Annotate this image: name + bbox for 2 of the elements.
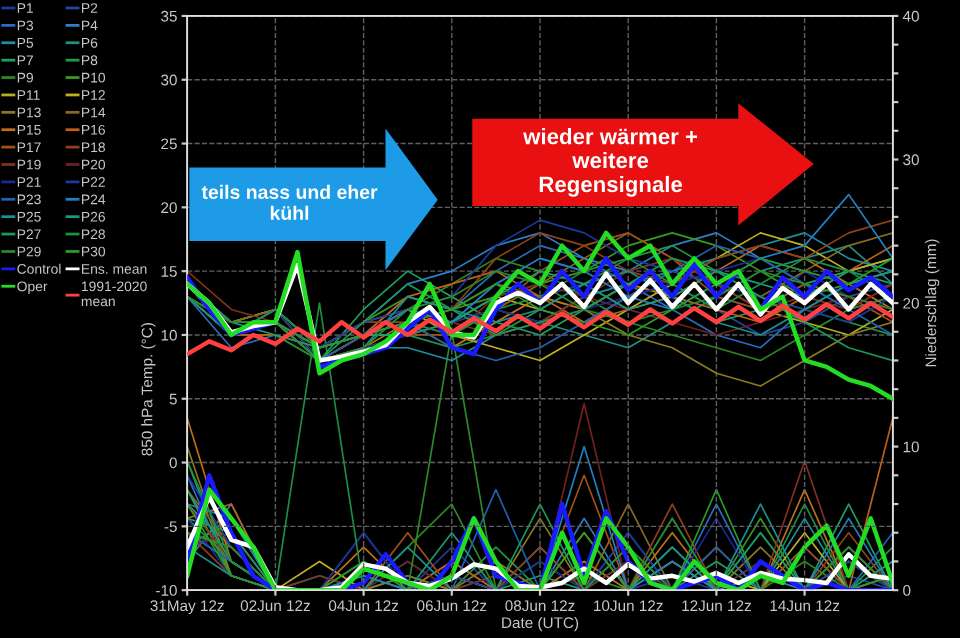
annotation: teils nass und eher kühl [201, 184, 378, 220]
annotation: wieder wärmer + weitere Regensignale [523, 128, 698, 197]
